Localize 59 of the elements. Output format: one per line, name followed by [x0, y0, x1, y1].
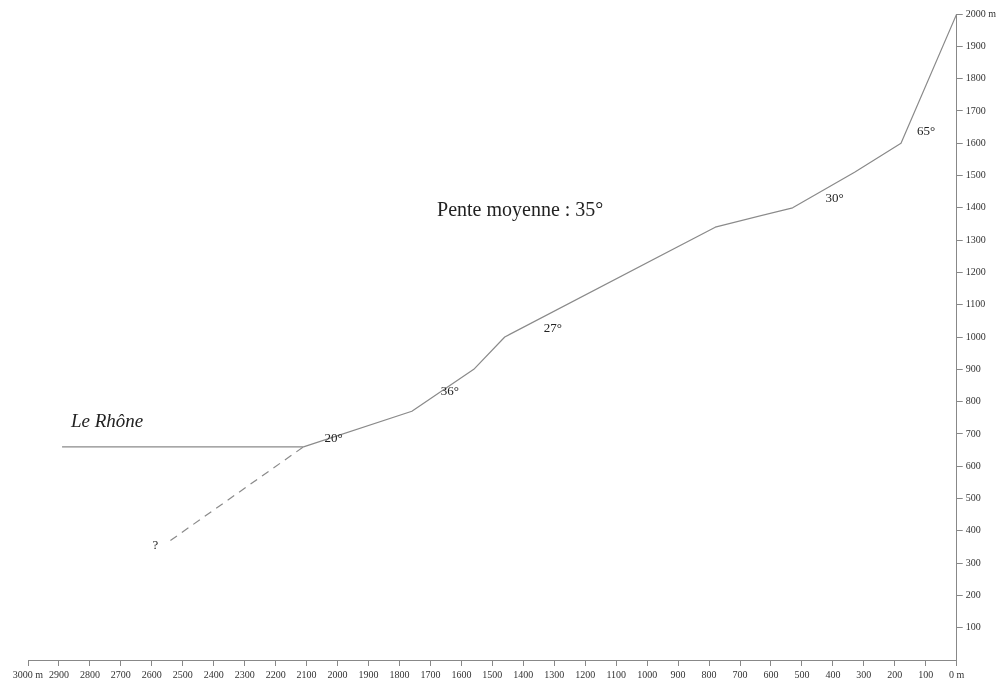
y-tick-label: 1900 [965, 39, 986, 51]
x-tick-label: 1400 [513, 668, 534, 680]
y-tick-label: 500 [965, 492, 981, 504]
x-tick-label: 1200 [575, 668, 596, 680]
x-tick-label: 1500 [482, 668, 503, 680]
y-tick-label: 1100 [965, 298, 986, 310]
y-tick-label: 1600 [965, 136, 986, 148]
x-tick-label: 100 [918, 668, 934, 680]
annotation: 36° [440, 382, 459, 398]
y-tick-label: 400 [965, 524, 981, 536]
x-tick-label: 2100 [296, 668, 317, 680]
annotation: Le Rhône [69, 409, 144, 431]
y-tick-label: 1800 [965, 72, 986, 84]
annotation: ? [152, 536, 159, 552]
x-tick-label: 2200 [265, 668, 286, 680]
x-tick-label: 3000 m [12, 668, 44, 680]
x-tick-label: 2300 [234, 668, 255, 680]
x-tick-label: 1000 [637, 668, 658, 680]
x-tick-label: 2000 [327, 668, 348, 680]
annotation: 20° [324, 430, 343, 446]
y-tick-label: 1400 [965, 201, 986, 213]
x-tick-label: 2400 [203, 668, 224, 680]
x-tick-label: 1700 [420, 668, 441, 680]
y-tick-label: 1200 [965, 266, 986, 278]
x-tick-label: 500 [794, 668, 810, 680]
x-tick-label: 400 [825, 668, 841, 680]
y-tick-label: 1500 [965, 169, 986, 181]
y-tick-label: 100 [965, 621, 981, 633]
x-tick-label: 800 [701, 668, 717, 680]
x-tick-label: 1100 [606, 668, 627, 680]
x-tick-label: 2500 [172, 668, 193, 680]
annotation: 30° [825, 190, 844, 206]
x-tick-label: 1900 [358, 668, 379, 680]
x-tick-label: 0 m [949, 668, 965, 680]
annotation: 27° [543, 320, 562, 336]
x-tick-label: 200 [887, 668, 903, 680]
y-tick-label: 200 [965, 589, 981, 601]
x-tick-label: 2600 [141, 668, 162, 680]
x-tick-label: 900 [670, 668, 686, 680]
annotation: 65° [916, 122, 936, 138]
y-tick-label: 1000 [965, 330, 986, 342]
x-tick-label: 300 [856, 668, 872, 680]
annotation: Pente moyenne : 35° [437, 198, 604, 222]
y-tick-label: 900 [965, 362, 981, 374]
y-tick-label: 600 [965, 459, 981, 471]
x-tick-label: 2800 [79, 668, 100, 680]
x-tick-label: 1800 [389, 668, 410, 680]
x-tick-label: 600 [763, 668, 779, 680]
y-tick-label: 300 [965, 556, 981, 568]
y-tick-label: 800 [965, 395, 981, 407]
x-tick-label: 1600 [451, 668, 472, 680]
x-tick-label: 700 [732, 668, 748, 680]
y-tick-label: 1700 [965, 104, 986, 116]
x-tick-label: 2900 [48, 668, 69, 680]
y-tick-label: 1300 [965, 233, 986, 245]
y-tick-label: 2000 m [965, 7, 997, 19]
y-tick-label: 700 [965, 427, 981, 439]
x-tick-label: 1300 [544, 668, 565, 680]
x-tick-label: 2700 [110, 668, 131, 680]
